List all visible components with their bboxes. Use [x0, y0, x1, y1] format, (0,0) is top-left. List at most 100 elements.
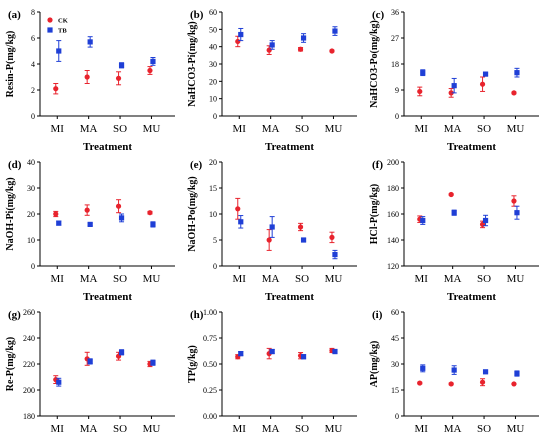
y-axis-title: NaHCO3-Pi(mg/kg): [187, 21, 198, 107]
panel-label: (b): [190, 9, 204, 21]
data-point-ck: [53, 86, 59, 92]
data-point-tb: [118, 215, 125, 221]
x-tick-label: MI: [415, 273, 429, 285]
data-point-ck: [448, 191, 454, 198]
y-axis-title: Resin-P(mg/kg): [5, 31, 16, 98]
data-point-tb: [332, 348, 338, 355]
x-tick-label: MA: [262, 423, 280, 435]
data-point-tb: [56, 379, 62, 385]
x-tick-label: MU: [507, 423, 525, 435]
chart-panel: 120 140 160 180 200 MI MA SO MU (f) Treatment HCl-P…: [369, 158, 539, 303]
data-point-tb: [150, 58, 156, 64]
data-point-tb: [238, 351, 244, 357]
data-point-tb: [87, 221, 93, 227]
y-tick-label: 160: [387, 210, 399, 219]
y-tick-label: 140: [387, 236, 399, 245]
y-tick-label: 9: [395, 86, 399, 95]
y-tick-label: 5: [213, 236, 217, 245]
y-tick-label: 0.50: [203, 360, 217, 369]
data-point-ck: [147, 210, 153, 216]
x-tick-label: SO: [295, 273, 309, 285]
x-tick-label: MU: [325, 423, 343, 435]
y-tick-label: 15: [209, 184, 217, 193]
legend-marker-ck: [47, 17, 53, 23]
chart-panel: 0 10 20 30 40 MI MA SO MU (d) Treatment NaOH-Pi(mg/…: [5, 158, 175, 303]
x-tick-label: MU: [325, 123, 343, 135]
data-point-tb: [87, 39, 93, 45]
data-point-tb: [150, 221, 156, 227]
data-point-tb: [514, 210, 520, 216]
x-tick-label: SO: [113, 423, 127, 435]
data-point-ck: [84, 207, 90, 213]
data-point-tb: [482, 71, 489, 77]
panel-label: (e): [190, 159, 203, 171]
x-tick-label: MU: [143, 423, 161, 435]
y-tick-label: 120: [387, 262, 399, 271]
y-tick-label: 6: [31, 34, 35, 43]
y-tick-label: 1.00: [203, 308, 217, 317]
y-tick-label: 200: [387, 158, 399, 167]
y-tick-label: 0: [213, 112, 217, 121]
x-tick-label: MU: [507, 123, 525, 135]
x-tick-label: SO: [295, 423, 309, 435]
data-point-ck: [448, 90, 454, 96]
x-tick-label: MU: [325, 273, 343, 285]
y-tick-label: 0.00: [203, 412, 217, 421]
data-point-ck: [266, 237, 272, 243]
x-tick-label: MU: [143, 123, 161, 135]
y-tick-label: 15: [391, 386, 399, 395]
y-tick-label: 4: [31, 60, 35, 69]
x-tick-label: SO: [113, 123, 127, 135]
data-point-tb: [56, 48, 62, 54]
x-tick-label: MI: [415, 423, 429, 435]
x-tick-label: MI: [51, 423, 65, 435]
x-tick-label: MU: [143, 273, 161, 285]
chart-panel: 0 10 20 30 40 50 60 MI MA SO MU (b) Treatment NaHCO3-…: [187, 8, 357, 153]
y-tick-label: 30: [391, 360, 399, 369]
x-axis-title: Treatment: [447, 291, 496, 303]
x-tick-label: SO: [477, 123, 491, 135]
data-point-ck: [266, 47, 272, 53]
y-tick-label: 20: [209, 158, 217, 167]
y-tick-label: 30: [209, 60, 217, 69]
data-point-tb: [56, 220, 62, 226]
data-point-tb: [300, 35, 307, 41]
data-point-ck: [115, 203, 122, 209]
y-tick-label: 220: [23, 360, 35, 369]
y-tick-label: 240: [23, 334, 35, 343]
data-point-tb: [238, 219, 244, 225]
data-point-ck: [479, 379, 486, 385]
chart-panel: 0 2 4 6 8 MI MA SO MU (a) Treatment Resin-P(mg/kg) C…: [5, 8, 175, 153]
x-axis-title: Treatment: [83, 291, 132, 303]
data-point-tb: [300, 237, 307, 243]
panel-label: (c): [372, 9, 385, 21]
data-point-ck: [511, 381, 517, 387]
y-tick-label: 18: [391, 60, 399, 69]
y-axis-title: NaOH-Pi(mg/kg): [5, 177, 16, 250]
data-point-tb: [514, 370, 520, 377]
panel-label: (d): [8, 159, 22, 171]
y-axis-title: NaOH-Po(mg/kg): [187, 176, 198, 252]
data-point-ck: [235, 38, 241, 45]
chart-panel: 180200220240260MIMASOMU(g)TreatmentRe-P(…: [5, 308, 175, 442]
data-point-tb: [420, 365, 426, 371]
data-point-tb: [300, 354, 307, 360]
x-tick-label: SO: [113, 273, 127, 285]
panel-label: (i): [372, 309, 383, 321]
chart-panel: 0.000.250.500.751.00MIMASOMU(h)Treatment…: [187, 308, 357, 442]
data-point-tb: [118, 62, 125, 68]
x-tick-label: MI: [51, 273, 65, 285]
data-point-ck: [84, 74, 90, 80]
x-tick-label: MI: [233, 123, 247, 135]
x-tick-label: SO: [477, 273, 491, 285]
y-tick-label: 27: [391, 34, 399, 43]
data-point-tb: [451, 210, 457, 216]
data-point-ck: [417, 88, 423, 95]
y-tick-label: 0: [395, 412, 399, 421]
y-tick-label: 30: [27, 184, 35, 193]
chart-panel: 0 5 10 15 20 MI MA SO MU (e) Treatment NaOH-Po(mg/k…: [187, 158, 357, 303]
data-point-ck: [115, 75, 122, 81]
x-tick-label: MI: [415, 123, 429, 135]
